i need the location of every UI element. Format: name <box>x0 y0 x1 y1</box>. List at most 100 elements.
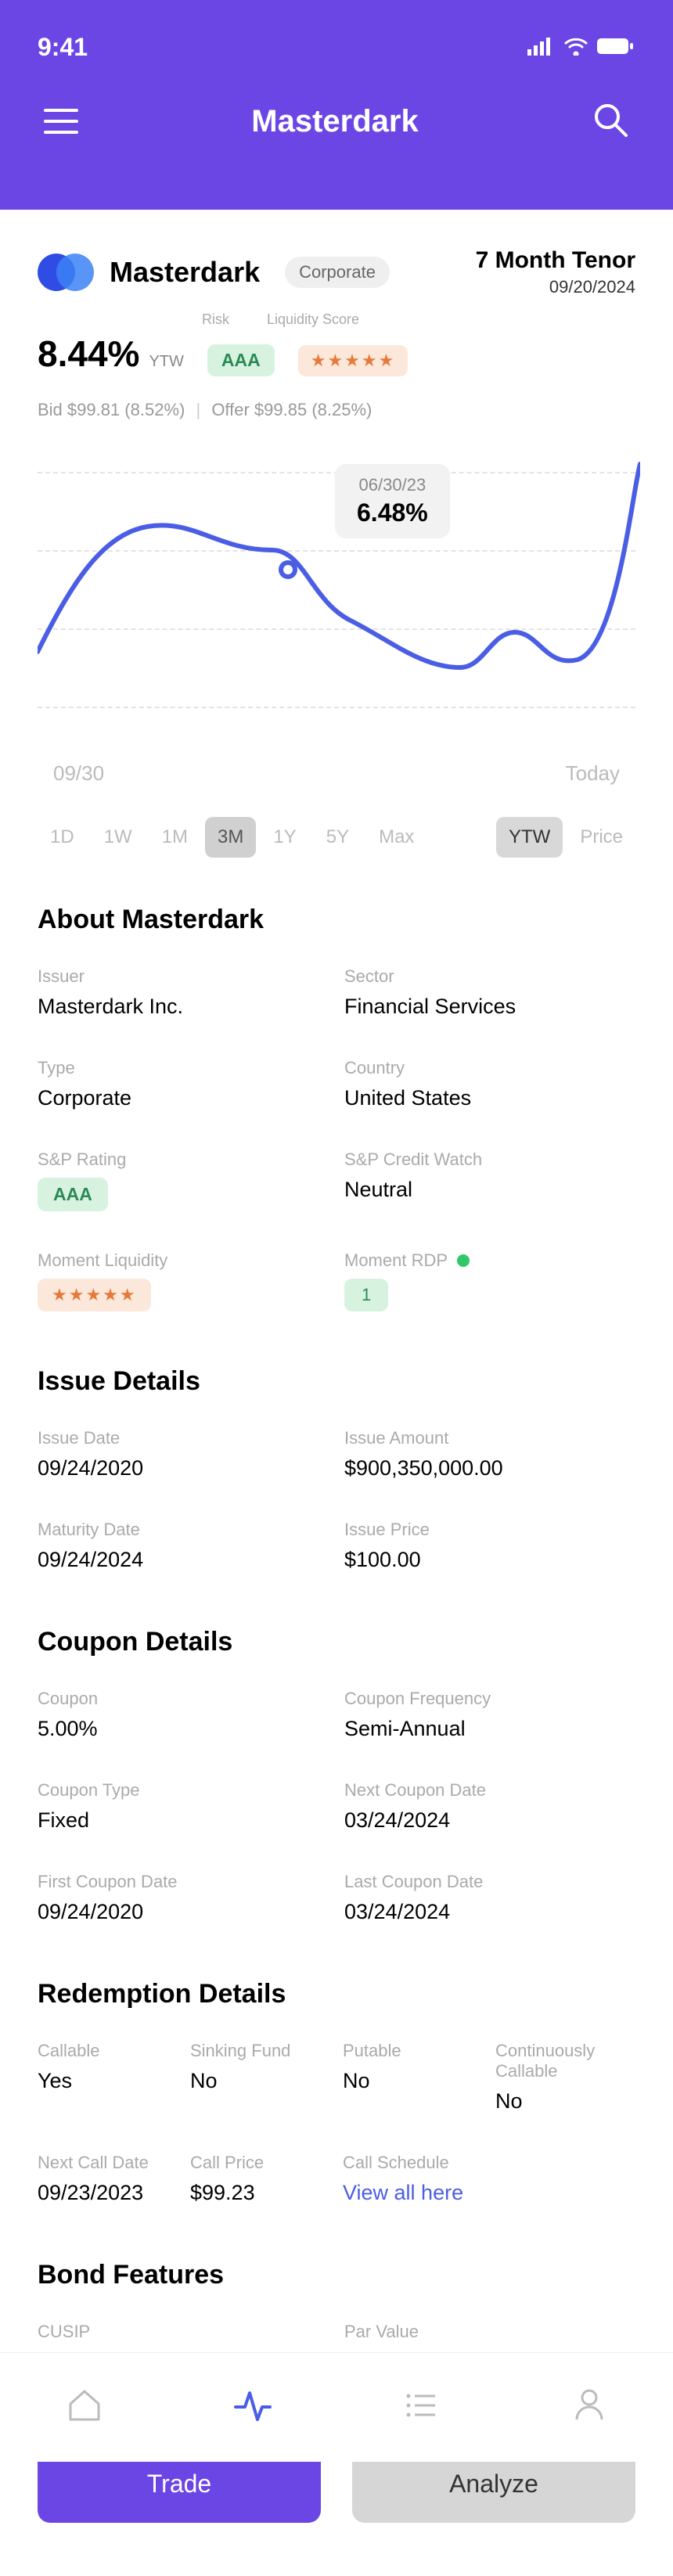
profile-icon[interactable] <box>569 2385 610 2430</box>
cusip-label: CUSIP <box>38 2322 329 2342</box>
mode-buttons: YTWPrice <box>496 817 635 858</box>
redemption-title: Redemption Details <box>38 1979 635 2009</box>
sp-value: AAA <box>38 1178 108 1211</box>
creditwatch-value: Neutral <box>344 1178 635 1202</box>
call-schedule-label: Call Schedule <box>343 2153 635 2173</box>
putable-label: Putable <box>343 2041 483 2061</box>
mode-ytw[interactable]: YTW <box>496 817 563 858</box>
issue-price-value: $100.00 <box>344 1548 635 1572</box>
type-value: Corporate <box>38 1086 329 1110</box>
logo-icon <box>38 252 94 293</box>
status-time: 9:41 <box>38 33 88 62</box>
liquidity-label: Liquidity Score <box>267 311 359 328</box>
sector-label: Sector <box>344 966 635 987</box>
offer-text: Offer $99.85 (8.25%) <box>211 400 372 419</box>
nav-bar: Masterdark <box>0 70 673 172</box>
coupon-value: 5.00% <box>38 1717 329 1741</box>
about-title: About Masterdark <box>38 905 635 935</box>
callable-value: Yes <box>38 2069 178 2093</box>
range-buttons: 1D1W1M3M1Y5YMax <box>38 817 426 858</box>
chart-tooltip: 06/30/23 6.48% <box>335 464 450 538</box>
putable-value: No <box>343 2069 483 2093</box>
maturity-value: 09/24/2024 <box>38 1548 329 1572</box>
issue-amount-label: Issue Amount <box>344 1428 635 1448</box>
coupon-type-value: Fixed <box>38 1808 329 1833</box>
issue-title: Issue Details <box>38 1366 635 1397</box>
wifi-icon <box>563 33 588 62</box>
ncd-value: 09/23/2023 <box>38 2181 178 2205</box>
list-icon[interactable] <box>401 2385 441 2430</box>
chart-x-axis: 09/30 Today <box>38 761 635 786</box>
call-schedule-link[interactable]: View all here <box>343 2181 635 2205</box>
rdp-label: Moment RDP <box>344 1250 448 1271</box>
cc-label: Continuously Callable <box>495 2041 635 2081</box>
stars-badge: ★★★★★ <box>298 345 408 376</box>
maturity-label: Maturity Date <box>38 1520 329 1540</box>
sinking-value: No <box>190 2069 330 2093</box>
mini-labels: Risk Liquidity Score <box>202 311 635 328</box>
issue-price-label: Issue Price <box>344 1520 635 1540</box>
first-coupon-label: First Coupon Date <box>38 1872 329 1892</box>
sinking-label: Sinking Fund <box>190 2041 330 2061</box>
range-5y[interactable]: 5Y <box>314 817 362 858</box>
type-label: Type <box>38 1058 329 1078</box>
bid-offer: Bid $99.81 (8.52%) | Offer $99.85 (8.25%… <box>38 400 635 420</box>
redemption-grid: Callable Yes Sinking Fund No Putable No Con… <box>38 2041 635 2205</box>
last-coupon-value: 03/24/2024 <box>344 1900 635 1924</box>
range-1y[interactable]: 1Y <box>261 817 308 858</box>
ncd-label: Next Call Date <box>38 2153 178 2173</box>
status-bar: 9:41 <box>0 23 673 70</box>
bond-name: Masterdark <box>110 256 260 289</box>
x-start: 09/30 <box>53 761 104 786</box>
range-1m[interactable]: 1M <box>149 817 200 858</box>
rdp-value: 1 <box>344 1279 388 1311</box>
search-icon[interactable] <box>592 101 629 142</box>
tenor-date: 09/20/2024 <box>476 277 635 297</box>
content: Masterdark Corporate 7 Month Tenor 09/20… <box>0 210 673 2576</box>
ytw-value: 8.44% <box>38 333 139 375</box>
menu-icon[interactable] <box>44 109 78 134</box>
tenor-box: 7 Month Tenor 09/20/2024 <box>476 247 635 297</box>
creditwatch-label: S&P Credit Watch <box>344 1149 635 1170</box>
call-price-label: Call Price <box>190 2153 330 2173</box>
about-grid: IssuerMasterdark Inc. SectorFinancial Se… <box>38 966 635 1311</box>
next-coupon-value: 03/24/2024 <box>344 1808 635 1833</box>
rating-badge: AAA <box>207 344 275 376</box>
overview-row: Masterdark Corporate 7 Month Tenor 09/20… <box>38 247 635 297</box>
tenor-title: 7 Month Tenor <box>476 247 635 274</box>
issue-amount-value: $900,350,000.00 <box>344 1456 635 1480</box>
range-1w[interactable]: 1W <box>92 817 145 858</box>
tooltip-value: 6.48% <box>357 498 428 527</box>
callable-label: Callable <box>38 2041 178 2061</box>
mode-price[interactable]: Price <box>567 817 635 858</box>
liquidity-value: ★★★★★ <box>38 1279 151 1311</box>
bid-text: Bid $99.81 (8.52%) <box>38 400 185 419</box>
risk-label: Risk <box>202 311 229 328</box>
chart[interactable]: 06/30/23 6.48% <box>38 448 635 730</box>
corporate-badge: Corporate <box>285 257 390 288</box>
sector-value: Financial Services <box>344 995 635 1019</box>
coupon-title: Coupon Details <box>38 1627 635 1657</box>
cc-value: No <box>495 2089 635 2114</box>
first-coupon-value: 09/24/2020 <box>38 1900 329 1924</box>
call-price-value: $99.23 <box>190 2181 330 2205</box>
tooltip-date: 06/30/23 <box>357 475 428 495</box>
logo-name: Masterdark Corporate <box>38 252 390 293</box>
range-3m[interactable]: 3M <box>205 817 256 858</box>
coupon-grid: Coupon5.00% Coupon FrequencySemi-Annual … <box>38 1689 635 1924</box>
coupon-freq-value: Semi-Annual <box>344 1717 635 1741</box>
home-icon[interactable] <box>64 2385 105 2430</box>
ytw-row: 8.44% YTW AAA ★★★★★ <box>38 333 635 376</box>
x-end: Today <box>566 761 620 786</box>
coupon-type-label: Coupon Type <box>38 1780 329 1801</box>
features-title: Bond Features <box>38 2260 635 2290</box>
range-1d[interactable]: 1D <box>38 817 87 858</box>
range-max[interactable]: Max <box>366 817 426 858</box>
liquidity-field-label: Moment Liquidity <box>38 1250 329 1271</box>
issue-date-label: Issue Date <box>38 1428 329 1448</box>
rdp-dot-icon <box>457 1254 470 1267</box>
last-coupon-label: Last Coupon Date <box>344 1872 635 1892</box>
issue-date-value: 09/24/2020 <box>38 1456 329 1480</box>
header: 9:41 Masterdark <box>0 0 673 210</box>
activity-icon[interactable] <box>232 2385 273 2430</box>
